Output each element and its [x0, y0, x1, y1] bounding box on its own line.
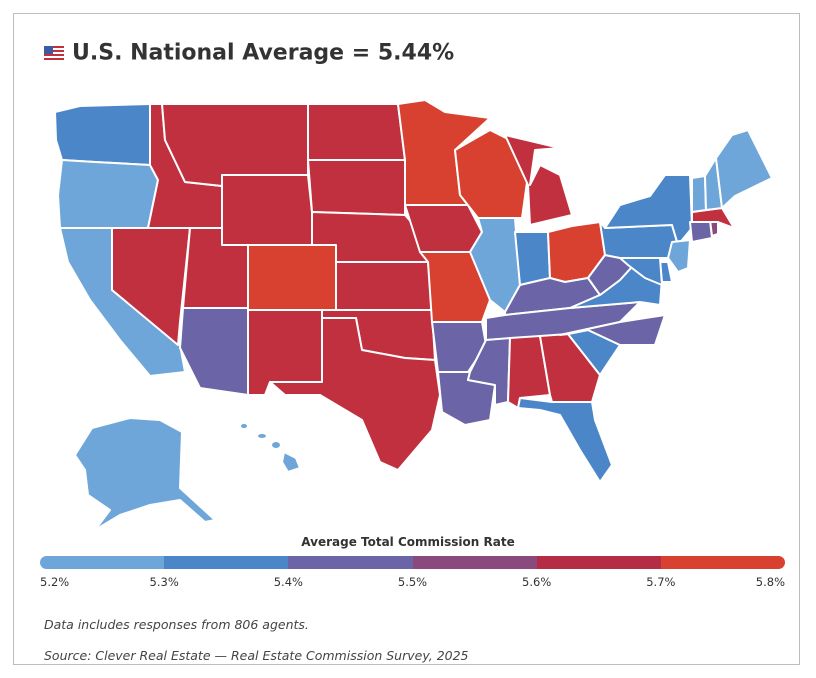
state-kansas[interactable]: [335, 261, 433, 311]
state-wisconsin[interactable]: [454, 129, 531, 219]
legend-title: Average Total Commission Rate: [301, 535, 515, 549]
legend-tick: 5.4%: [273, 575, 303, 589]
state-wyoming[interactable]: [221, 174, 313, 246]
state-indiana[interactable]: [514, 231, 551, 286]
state-arizona[interactable]: [179, 307, 249, 396]
state-florida[interactable]: [517, 397, 613, 483]
state-maryland[interactable]: [619, 257, 663, 286]
state-hawaii[interactable]: [239, 422, 301, 473]
legend-tick: 5.8%: [755, 575, 785, 589]
state-north-dakota[interactable]: [307, 103, 406, 161]
state-connecticut[interactable]: [689, 219, 713, 243]
us-flag-icon: [44, 41, 64, 66]
state-maine[interactable]: [715, 129, 773, 209]
legend-tick: 5.2%: [40, 575, 70, 589]
state-colorado[interactable]: [247, 244, 337, 311]
state-texas[interactable]: [269, 317, 441, 471]
state-illinois[interactable]: [469, 217, 521, 313]
state-new-jersey[interactable]: [667, 239, 691, 273]
state-alaska[interactable]: [74, 417, 216, 531]
legend-ticks: 5.2% 5.3% 5.4% 5.5% 5.6% 5.7% 5.8%: [40, 575, 785, 591]
legend-segment-4: [412, 556, 537, 569]
legend-tick: 5.5%: [397, 575, 428, 589]
state-oregon[interactable]: [57, 159, 159, 229]
legend-segment-5: [536, 556, 661, 569]
legend-tick: 5.6%: [522, 575, 552, 589]
legend-tick: 5.7%: [646, 575, 676, 589]
state-montana[interactable]: [161, 103, 309, 187]
legend-segment-3: [288, 556, 413, 569]
us-map: [54, 99, 773, 531]
legend-segment-6: [660, 556, 785, 569]
state-new-york[interactable]: [604, 174, 693, 246]
legend-color-bar: [40, 556, 785, 569]
state-washington[interactable]: [54, 103, 151, 166]
page-title: U.S. National Average = 5.44%: [44, 40, 454, 66]
responses-note: Data includes responses from 806 agents.: [44, 617, 309, 632]
state-north-carolina[interactable]: [559, 314, 666, 346]
state-vermont[interactable]: [691, 175, 707, 213]
legend-segment-2: [164, 556, 289, 569]
legend-tick: 5.3%: [149, 575, 179, 589]
title-text: U.S. National Average = 5.44%: [72, 40, 455, 66]
state-michigan[interactable]: [504, 134, 573, 226]
state-south-dakota[interactable]: [307, 159, 406, 216]
legend-segment-1: [40, 556, 165, 569]
source-note: Source: Clever Real Estate — Real Estate…: [44, 648, 469, 663]
